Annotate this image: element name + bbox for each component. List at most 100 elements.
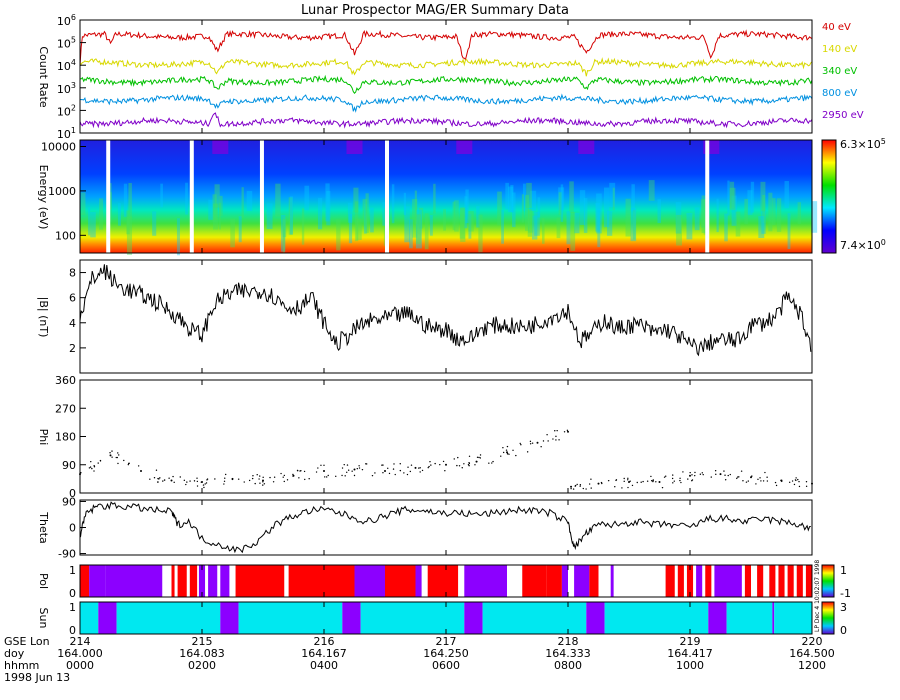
spectrogram-streak bbox=[459, 208, 465, 239]
state-segment bbox=[385, 565, 416, 597]
spectrogram-streak bbox=[88, 207, 91, 236]
scatter-point bbox=[374, 472, 376, 474]
scatter-point bbox=[627, 479, 629, 481]
state-segment bbox=[778, 565, 785, 597]
scatter-point bbox=[555, 435, 557, 438]
scatter-point bbox=[196, 477, 198, 479]
spectrogram-streak bbox=[784, 181, 789, 209]
spectrogram-streak bbox=[597, 208, 601, 248]
spectrogram-streak bbox=[464, 196, 468, 229]
scatter-point bbox=[206, 478, 209, 480]
scatter-point bbox=[636, 481, 638, 484]
scatter-point bbox=[710, 476, 712, 478]
scatter-point bbox=[335, 475, 337, 478]
spectrogram-streak bbox=[354, 201, 359, 242]
scatter-point bbox=[570, 487, 572, 490]
state-segment bbox=[546, 565, 562, 597]
y-tick-label: 2 bbox=[69, 342, 76, 355]
scatter-point bbox=[588, 483, 591, 485]
scatter-point bbox=[259, 475, 261, 477]
scatter-point bbox=[263, 483, 266, 485]
state-segment bbox=[598, 565, 611, 597]
data-gap bbox=[189, 140, 194, 253]
scatter-point bbox=[341, 467, 344, 469]
spectrogram-streak bbox=[289, 196, 294, 235]
spectrogram-streak bbox=[727, 180, 730, 216]
spectrogram-streak bbox=[811, 201, 818, 233]
spectrogram-streak bbox=[348, 214, 353, 244]
spectrogram-streak bbox=[750, 181, 755, 213]
scatter-point bbox=[655, 481, 657, 483]
spectrogram-streak bbox=[761, 209, 766, 234]
scatter-point bbox=[399, 469, 402, 472]
spectrogram-streak bbox=[370, 207, 374, 233]
scatter-point bbox=[567, 430, 569, 433]
data-line-theta bbox=[79, 501, 811, 554]
colorbar bbox=[821, 139, 837, 254]
spectrogram-streak bbox=[776, 198, 782, 232]
y-tick-label: 4 bbox=[69, 317, 76, 330]
scatter-point bbox=[262, 476, 264, 479]
y-tick-label: 0 bbox=[69, 587, 76, 600]
scatter-point bbox=[715, 473, 717, 476]
plot-title: Lunar Prospector MAG/ER Summary Data bbox=[301, 3, 569, 18]
scatter-point bbox=[90, 460, 92, 463]
spectrogram-streak bbox=[528, 210, 534, 233]
x-tick-label: 164.083 bbox=[179, 647, 225, 660]
colorbar-max-label: 6.3×105 bbox=[840, 137, 886, 151]
scatter-point bbox=[99, 459, 102, 462]
spectrogram-streak bbox=[336, 219, 341, 251]
spectrogram-streak bbox=[744, 198, 749, 225]
scatter-point bbox=[80, 472, 82, 474]
spectrogram-streak bbox=[219, 195, 223, 216]
y-tick-label: 10000 bbox=[41, 140, 76, 153]
x-tick-label: 164.000 bbox=[57, 647, 103, 660]
scatter-point bbox=[805, 485, 808, 488]
spectrogram-streak bbox=[362, 198, 368, 226]
scatter-point bbox=[585, 488, 587, 490]
scatter-point bbox=[439, 463, 441, 466]
spectrogram-streak bbox=[787, 213, 791, 249]
series-line-800-eV bbox=[79, 93, 813, 113]
y-tick-label: 105 bbox=[57, 36, 76, 51]
state-segment bbox=[482, 602, 587, 634]
scatter-point bbox=[691, 479, 694, 481]
spectrogram-streak bbox=[729, 181, 735, 209]
spectrogram-streak bbox=[595, 203, 600, 232]
spectrogram-streak bbox=[530, 190, 537, 212]
y-axis-label-sun: Sun bbox=[37, 608, 50, 629]
scatter-point bbox=[724, 479, 727, 481]
y-tick-label: 1 bbox=[69, 601, 76, 614]
scatter-point bbox=[280, 472, 282, 475]
x-tick-label: 215 bbox=[192, 635, 213, 648]
state-segment bbox=[415, 565, 422, 597]
scatter-point bbox=[407, 466, 409, 468]
spectrogram-streak bbox=[108, 183, 112, 210]
spectrogram-streak bbox=[558, 192, 562, 216]
scatter-point bbox=[650, 475, 652, 478]
scatter-point bbox=[515, 454, 517, 457]
state-segment bbox=[171, 565, 175, 597]
data-gap bbox=[385, 140, 389, 253]
spectrogram-streak bbox=[771, 198, 776, 225]
scatter-point bbox=[323, 470, 325, 473]
scatter-point bbox=[381, 464, 383, 466]
scatter-point bbox=[251, 477, 254, 480]
scatter-point bbox=[505, 449, 508, 451]
colorbar-label: 0 bbox=[840, 624, 847, 637]
scatter-point bbox=[658, 481, 661, 484]
x-tick-label: 164.333 bbox=[545, 647, 591, 660]
spectrogram-streak bbox=[630, 207, 637, 242]
spectrogram-streak bbox=[325, 183, 330, 222]
spectrogram-streak bbox=[570, 211, 576, 251]
spectrogram-streak bbox=[701, 195, 707, 233]
scatter-point bbox=[299, 470, 301, 472]
scatter-point bbox=[699, 473, 702, 475]
scatter-point bbox=[570, 485, 573, 488]
state-segment bbox=[677, 565, 684, 597]
scatter-point bbox=[745, 481, 748, 483]
state-segment bbox=[235, 565, 285, 597]
spectrogram-streak bbox=[433, 183, 436, 214]
scatter-point bbox=[117, 462, 119, 465]
